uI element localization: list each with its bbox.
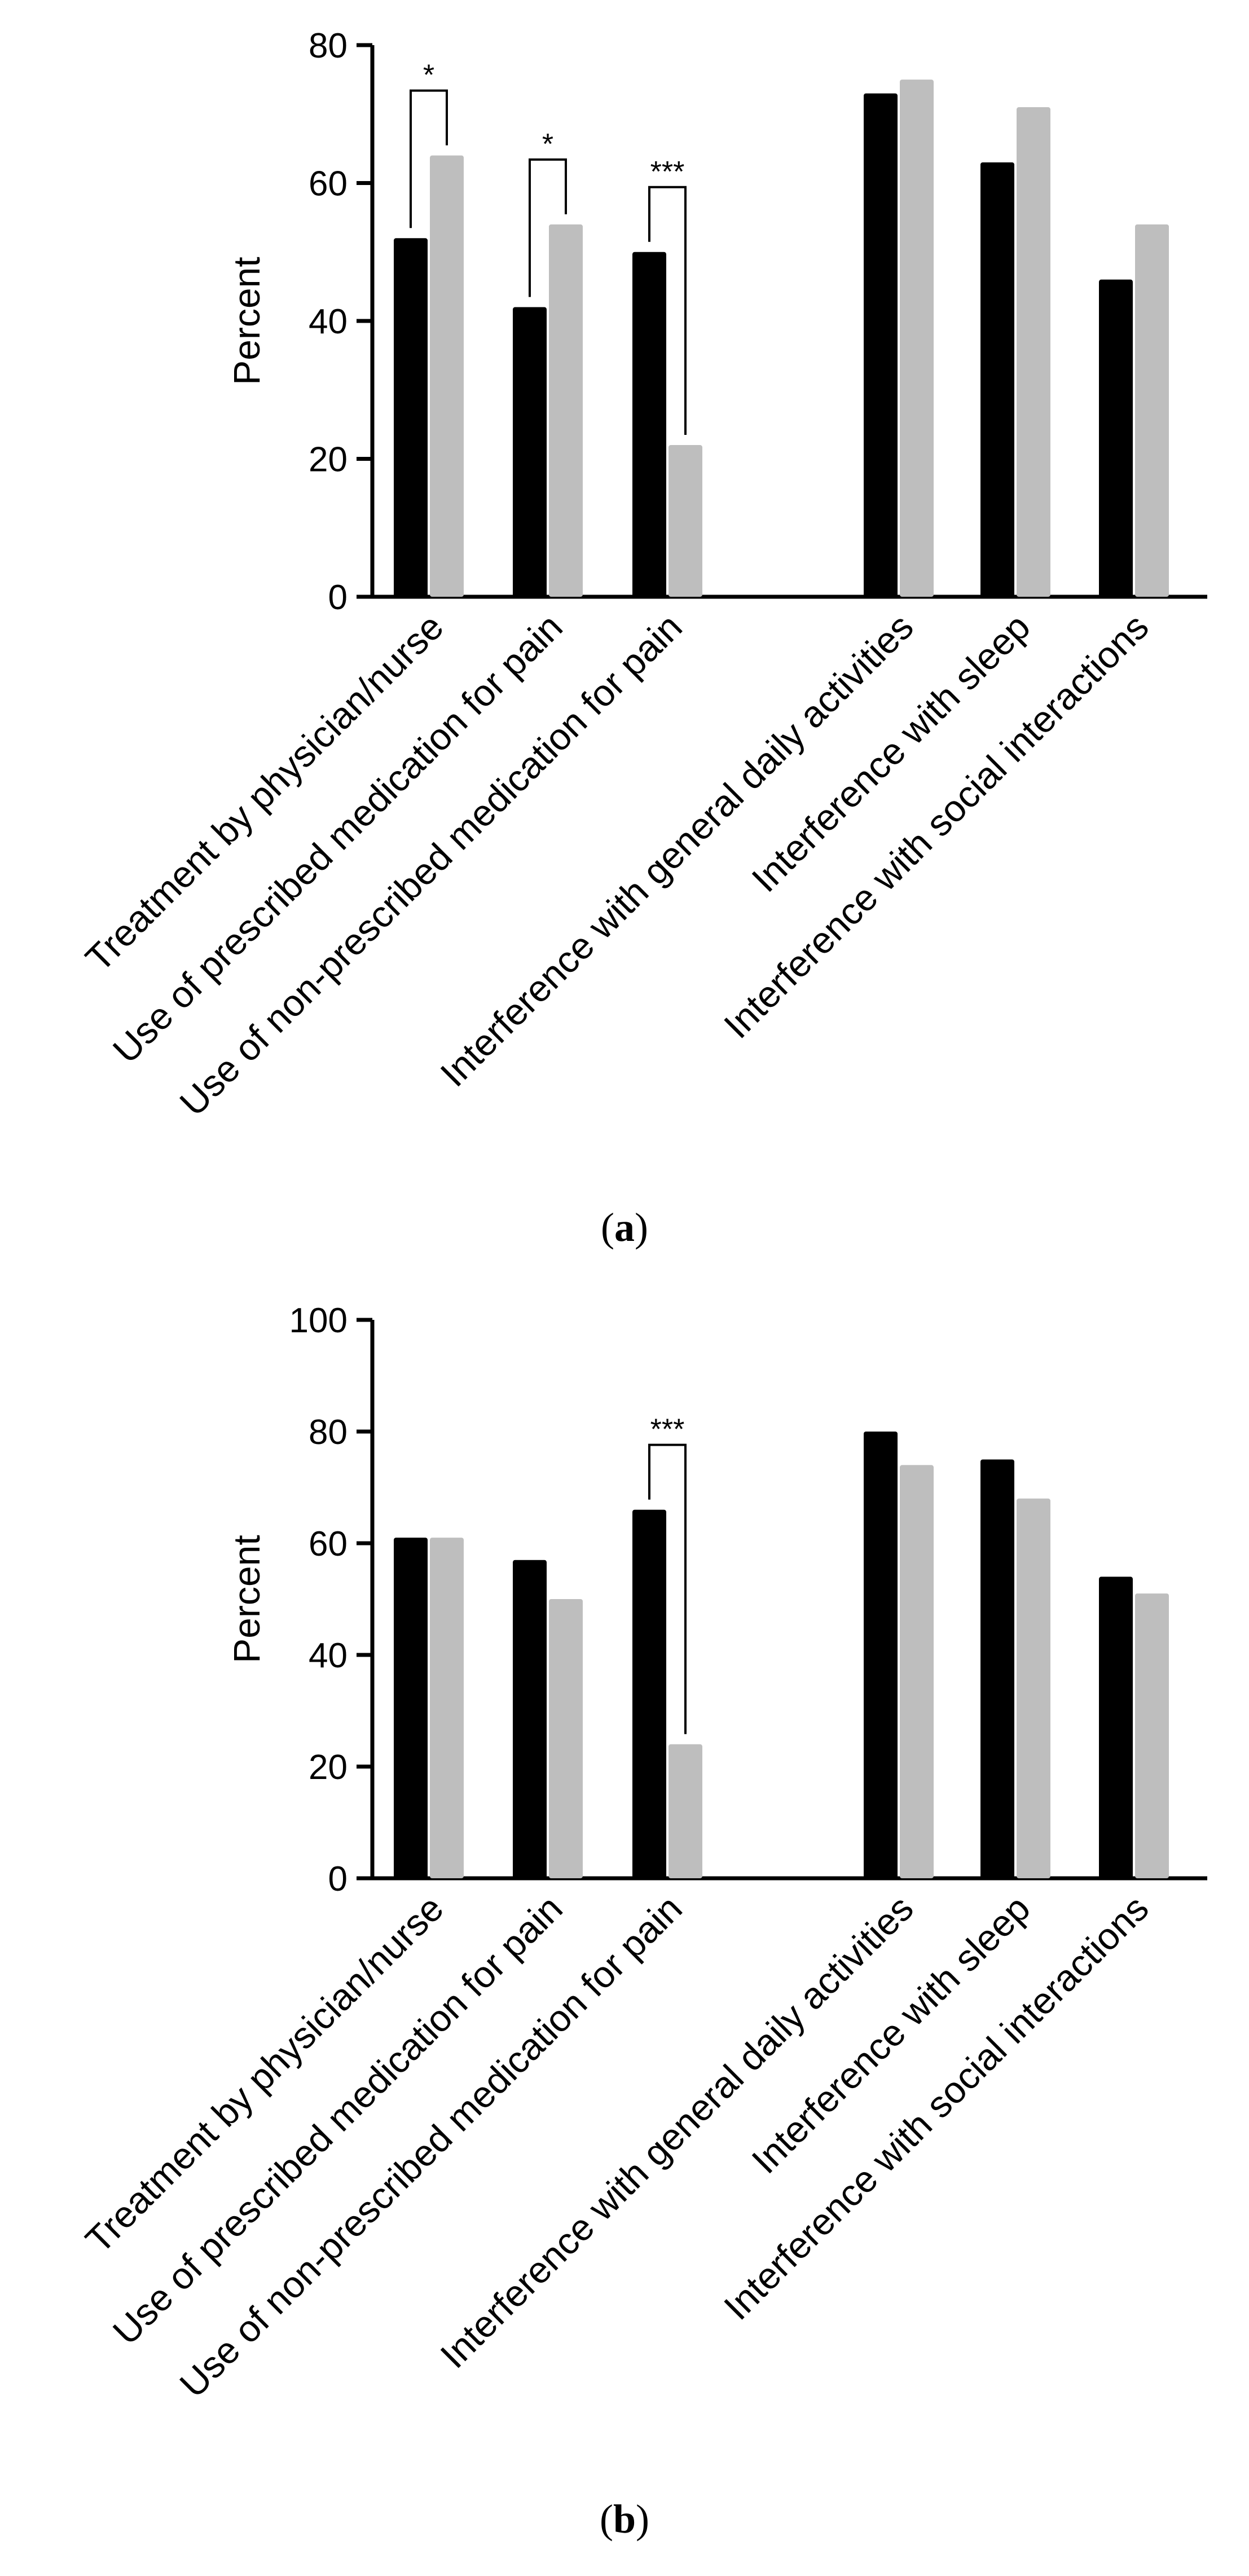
panel-caption-a: (a) xyxy=(601,1205,648,1250)
y-tick-label-a-0: 0 xyxy=(328,578,348,617)
bar-a-s2-c6 xyxy=(1135,224,1169,597)
bar-a-s2-c1 xyxy=(430,155,464,597)
bar-a-s1-c5 xyxy=(980,162,1014,597)
bar-b-s2-c3 xyxy=(669,1744,702,1878)
bar-b-s2-c5 xyxy=(1017,1498,1050,1878)
significance-label-a-1: * xyxy=(423,59,434,92)
significance-label-b-1: *** xyxy=(650,1414,685,1446)
bar-b-s1-c5 xyxy=(980,1459,1014,1878)
y-tick-label-b-2: 40 xyxy=(309,1636,348,1675)
bar-a-s1-c3 xyxy=(632,252,666,597)
y-tick-label-a-1: 20 xyxy=(309,441,348,479)
bar-a-s1-c4 xyxy=(864,93,898,597)
significance-label-a-2: * xyxy=(542,128,553,161)
significance-bracket-b-1 xyxy=(648,1443,687,1734)
y-tick-label-b-3: 60 xyxy=(309,1525,348,1564)
x-category-label-a-3: Use of non-prescribed medication for pai… xyxy=(171,606,690,1124)
bar-a-s2-c3 xyxy=(669,445,702,597)
bar-b-s1-c6 xyxy=(1099,1577,1133,1878)
bar-b-s2-c6 xyxy=(1135,1593,1169,1878)
bar-b-s2-c2 xyxy=(549,1599,583,1878)
significance-label-a-3: *** xyxy=(650,156,685,188)
bar-b-s1-c4 xyxy=(864,1432,898,1878)
y-tick-label-b-5: 100 xyxy=(289,1301,348,1340)
y-axis-label-a: Percent xyxy=(226,257,267,385)
bar-a-s2-c5 xyxy=(1017,107,1050,597)
bar-b-s2-c4 xyxy=(900,1465,934,1878)
bar-a-s2-c4 xyxy=(900,80,934,597)
y-axis-label-b: Percent xyxy=(226,1535,267,1663)
significance-bracket-a-3 xyxy=(648,186,687,435)
bar-a-s1-c2 xyxy=(513,307,547,597)
bar-b-s1-c1 xyxy=(394,1538,428,1878)
bar-a-s2-c2 xyxy=(549,224,583,597)
x-category-label-b-3: Use of non-prescribed medication for pai… xyxy=(171,1887,690,2406)
x-category-label-b-6: Interference with social interactions xyxy=(716,1887,1156,2328)
significance-bracket-a-2 xyxy=(529,158,567,297)
y-tick-label-b-4: 80 xyxy=(309,1413,348,1452)
bar-b-s1-c3 xyxy=(632,1509,666,1878)
y-tick-label-a-2: 40 xyxy=(309,302,348,341)
panel-caption-b-letter: b xyxy=(613,2496,636,2542)
significance-bracket-a-1 xyxy=(410,89,448,228)
y-tick-label-b-0: 0 xyxy=(328,1860,348,1899)
bar-a-s1-c1 xyxy=(394,238,428,597)
x-category-label-a-6: Interference with social interactions xyxy=(716,606,1156,1046)
bar-b-s2-c1 xyxy=(430,1538,464,1878)
y-tick-label-b-1: 20 xyxy=(309,1748,348,1787)
bar-a-s1-c6 xyxy=(1099,279,1133,597)
bar-b-s1-c2 xyxy=(513,1560,547,1878)
y-tick-label-a-4: 80 xyxy=(309,27,348,65)
panel-caption-a-letter: a xyxy=(614,1205,635,1250)
panel-caption-b: (b) xyxy=(600,2496,649,2542)
y-tick-label-a-3: 60 xyxy=(309,165,348,204)
